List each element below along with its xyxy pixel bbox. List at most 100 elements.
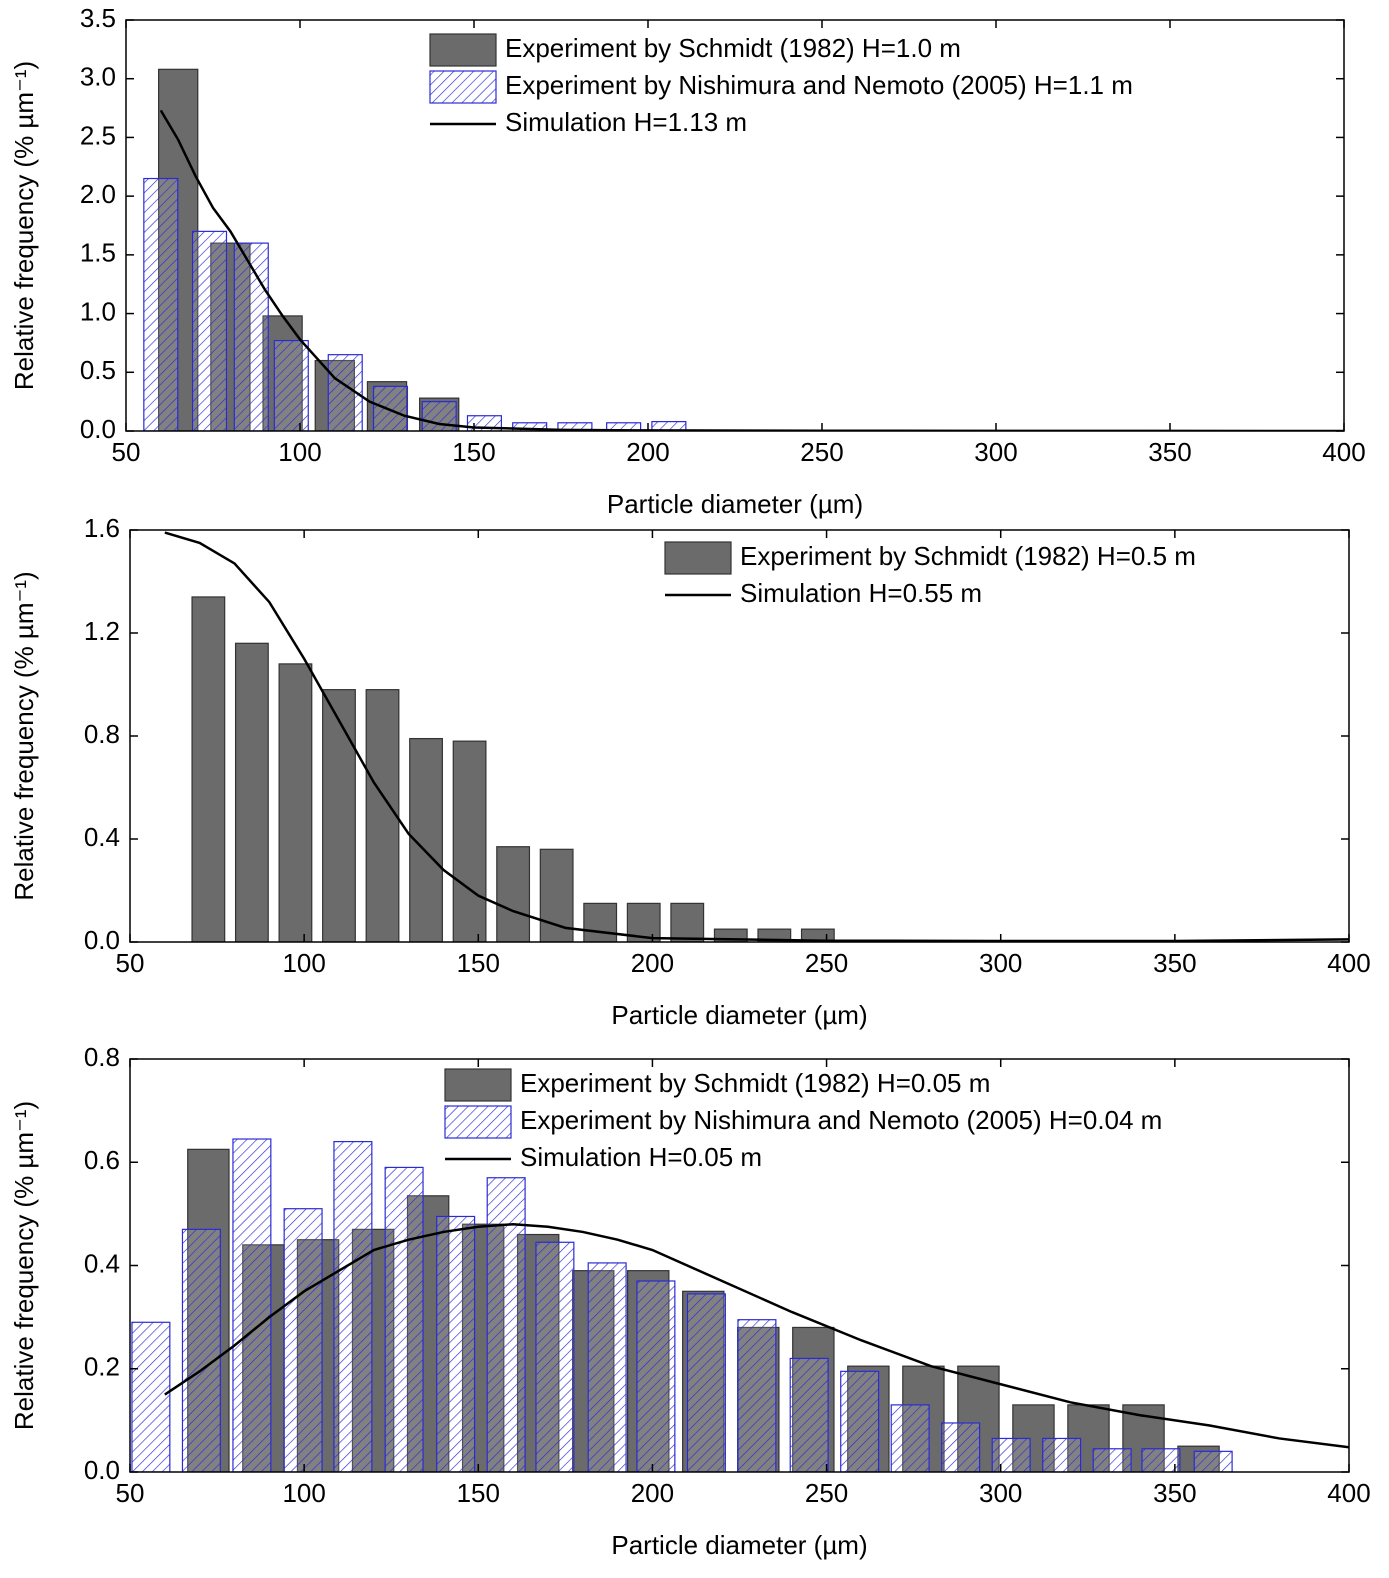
x-tick-label: 250 [805, 948, 848, 978]
x-tick-label: 300 [979, 948, 1022, 978]
legend-label: Experiment by Schmidt (1982) H=0.5 m [740, 541, 1196, 571]
x-tick-label: 150 [457, 1478, 500, 1508]
y-tick-label: 0.8 [84, 1042, 120, 1072]
legend-swatch [664, 541, 732, 575]
bar [384, 1166, 424, 1472]
y-tick-label: 0.2 [84, 1352, 120, 1382]
y-tick-label: 0.0 [80, 414, 116, 444]
bar [539, 848, 574, 942]
y-axis-label: Relative frequency (% µm⁻¹) [9, 1101, 39, 1430]
y-tick-label: 1.0 [80, 296, 116, 326]
x-tick-label: 400 [1327, 1478, 1370, 1508]
legend-swatch [444, 1068, 512, 1102]
y-tick-label: 3.5 [80, 3, 116, 33]
legend-label: Simulation H=0.55 m [740, 578, 982, 608]
x-tick-label: 200 [626, 437, 669, 467]
bar [496, 846, 531, 942]
bar [191, 230, 228, 431]
x-tick-label: 200 [631, 948, 674, 978]
y-tick-label: 0.6 [84, 1145, 120, 1175]
bar [233, 242, 269, 431]
bar [535, 1241, 575, 1472]
plot-frame [125, 19, 1345, 432]
x-tick-label: 350 [1153, 1478, 1196, 1508]
y-tick-label: 3.0 [80, 62, 116, 92]
bar [322, 689, 356, 942]
y-tick-label: 0.4 [84, 822, 120, 852]
x-tick-label: 50 [116, 948, 145, 978]
bar [587, 1262, 627, 1472]
y-tick-label: 1.6 [84, 513, 120, 543]
bar [372, 385, 409, 431]
bar [737, 1319, 777, 1472]
legend-label: Experiment by Schmidt (1982) H=1.0 m [505, 33, 961, 63]
legend-swatch [444, 1105, 512, 1139]
bar [486, 1177, 526, 1472]
x-axis-label: Particle diameter (µm) [607, 489, 863, 519]
bar [278, 663, 313, 942]
x-tick-label: 350 [1153, 948, 1196, 978]
bar [670, 902, 705, 942]
x-tick-label: 50 [116, 1478, 145, 1508]
bar [131, 1321, 171, 1472]
legend-label: Experiment by Nishimura and Nemoto (2005… [520, 1105, 1162, 1135]
bar [333, 1140, 373, 1472]
bar [283, 1208, 323, 1472]
legend-label: Simulation H=0.05 m [520, 1142, 762, 1172]
y-tick-label: 0.4 [84, 1248, 120, 1278]
bar [1193, 1450, 1233, 1472]
plot-area [131, 1138, 1349, 1472]
x-tick-label: 100 [278, 437, 321, 467]
bar [181, 1228, 221, 1472]
bar [1092, 1448, 1132, 1472]
x-tick-label: 100 [282, 1478, 325, 1508]
bar [789, 1357, 829, 1472]
plot-area [143, 68, 1344, 431]
y-axis-label: Relative frequency (% µm⁻¹) [9, 61, 39, 390]
bar [636, 1280, 676, 1472]
y-axis-label: Relative frequency (% µm⁻¹) [9, 571, 39, 900]
bar [232, 1138, 272, 1472]
x-tick-label: 150 [457, 948, 500, 978]
bar [365, 689, 400, 942]
bar [143, 177, 179, 431]
x-tick-label: 50 [112, 437, 141, 467]
x-tick-label: 300 [979, 1478, 1022, 1508]
y-tick-label: 0.0 [84, 1455, 120, 1485]
bar [452, 740, 487, 942]
x-tick-label: 350 [1148, 437, 1191, 467]
bar [1042, 1437, 1082, 1472]
bar [941, 1422, 981, 1472]
y-tick-label: 1.2 [84, 616, 120, 646]
legend-label: Simulation H=1.13 m [505, 107, 747, 137]
line [164, 531, 1349, 942]
bar [191, 596, 226, 942]
bar [436, 1215, 476, 1472]
x-tick-label: 250 [805, 1478, 848, 1508]
x-tick-label: 150 [452, 437, 495, 467]
plot-area [164, 531, 1349, 942]
y-tick-label: 1.5 [80, 238, 116, 268]
y-tick-label: 0.5 [80, 355, 116, 385]
bar [234, 642, 269, 942]
y-tick-label: 2.0 [80, 179, 116, 209]
x-axis-label: Particle diameter (µm) [611, 1000, 867, 1030]
line [164, 1222, 1349, 1449]
legend-label: Experiment by Nishimura and Nemoto (2005… [505, 70, 1133, 100]
x-tick-label: 250 [800, 437, 843, 467]
x-tick-label: 300 [974, 437, 1017, 467]
x-tick-label: 200 [631, 1478, 674, 1508]
bar [686, 1293, 726, 1472]
legend-swatch [429, 70, 497, 104]
x-tick-label: 100 [282, 948, 325, 978]
x-tick-label: 400 [1327, 948, 1370, 978]
x-axis-label: Particle diameter (µm) [611, 1530, 867, 1560]
bar [840, 1370, 880, 1472]
bar [991, 1437, 1031, 1472]
bar [421, 401, 457, 431]
y-tick-label: 2.5 [80, 120, 116, 150]
legend-swatch [429, 33, 497, 67]
bar [583, 902, 618, 942]
bar [890, 1404, 930, 1472]
